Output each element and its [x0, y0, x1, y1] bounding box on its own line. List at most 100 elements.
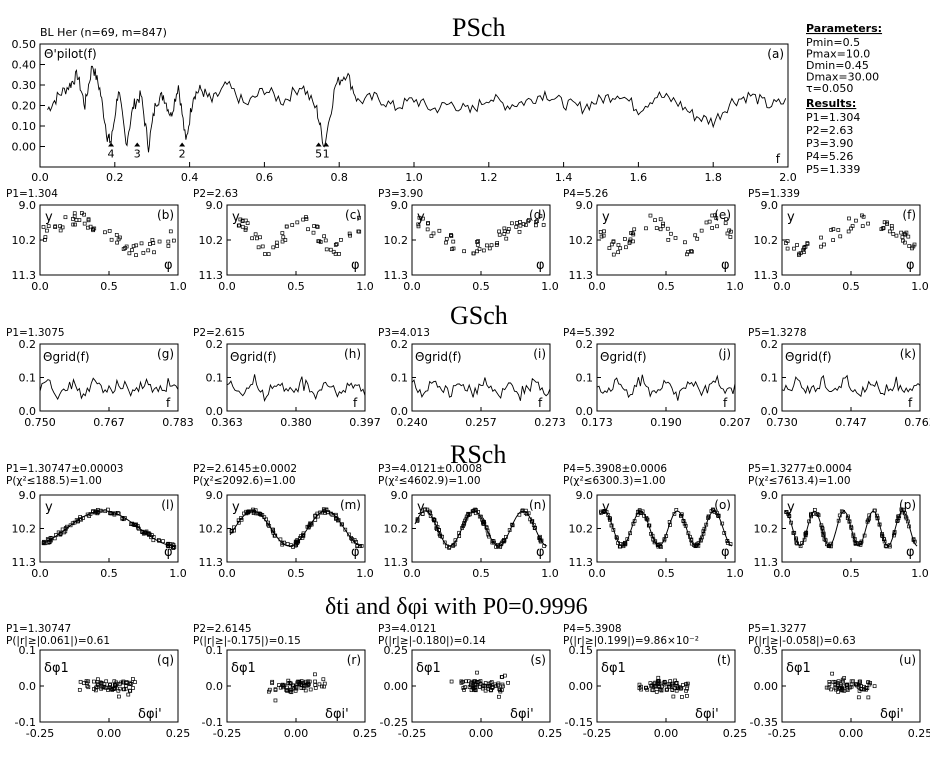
data-point: [134, 243, 139, 248]
x-tick-label: 0.380: [280, 416, 312, 429]
data-point: [501, 684, 505, 689]
y-tick-label: 0.00: [384, 680, 409, 693]
period-label: P3=4.013: [378, 327, 430, 339]
data-points: [449, 670, 510, 699]
x-tick-label: 0.190: [650, 416, 682, 429]
data-point: [894, 233, 899, 238]
data-point: [118, 682, 122, 686]
data-point: [267, 689, 271, 694]
period-marker-label: 3: [134, 148, 141, 161]
data-points: [267, 672, 327, 703]
data-point: [481, 684, 485, 689]
data-point: [357, 215, 361, 220]
results-heading: Results:: [806, 97, 856, 110]
data-point: [114, 682, 119, 686]
theta-grid-curve: [411, 377, 551, 401]
y-tick-label: 10.2: [199, 234, 224, 247]
data-point: [63, 526, 68, 531]
data-point: [520, 508, 525, 513]
panel-e: (e) P4=5.269.0 10.2 11.30.0 0.5 1.0 y φ: [563, 188, 744, 293]
x-tick-label: 0.00: [97, 727, 122, 740]
data-point: [637, 682, 642, 687]
data-point: [337, 252, 341, 256]
period-label: P1=1.30747±0.00003: [6, 463, 123, 475]
data-point: [504, 236, 509, 241]
data-point: [514, 225, 519, 229]
y-tick-label: 11.3: [384, 269, 409, 282]
data-point: [287, 687, 292, 692]
data-point: [693, 233, 698, 238]
prob-label: P(|r|≥|-0.180|)=0.14: [378, 635, 486, 647]
data-point: [826, 685, 831, 690]
delta-phi-symbol: δφ1: [231, 661, 256, 676]
x-tick-label: 0.8: [330, 171, 348, 184]
data-point: [602, 229, 606, 234]
parameters-heading: Parameters:: [806, 22, 882, 35]
prob-label: P(|r|≥|0.199|)=9.86×10⁻²: [563, 635, 699, 647]
fit-curve: [784, 510, 918, 547]
rsch-title: RSch: [450, 440, 506, 469]
phi-symbol: φ: [906, 258, 915, 273]
y-tick-label: 11.3: [12, 269, 37, 282]
data-point: [866, 695, 871, 700]
period-marker: [315, 142, 322, 147]
x-tick-label: 0.207: [719, 416, 751, 429]
x-tick-label: 0.0: [773, 567, 791, 580]
data-point: [857, 679, 862, 684]
data-point: [836, 689, 840, 694]
data-point: [795, 243, 799, 247]
y-tick-label: 0.25: [384, 644, 409, 657]
data-point: [471, 251, 476, 256]
y-symbol: y: [45, 210, 53, 225]
period-label: P3=4.0121±0.0008: [378, 463, 482, 475]
x-tick-label: 2.0: [779, 171, 797, 184]
data-point: [483, 681, 488, 685]
data-point: [616, 250, 621, 255]
y-tick-label: 0.2: [206, 338, 224, 351]
data-point: [139, 241, 144, 246]
data-point: [429, 234, 434, 238]
phi-symbol: φ: [721, 545, 730, 560]
x-tick-label: 0.0: [403, 567, 421, 580]
data-point: [321, 677, 326, 682]
data-point: [431, 231, 436, 236]
f-symbol: f: [723, 396, 728, 410]
data-point: [510, 221, 514, 226]
data-point: [903, 511, 907, 516]
data-point: [451, 239, 456, 244]
data-point: [506, 680, 510, 685]
data-point: [91, 227, 95, 232]
data-point: [166, 244, 171, 248]
y-tick-label: 0.50: [12, 38, 37, 51]
data-point: [437, 228, 442, 233]
y-tick-label: 0.10: [12, 120, 37, 133]
data-point: [471, 687, 476, 692]
result-item: P2=2.63: [806, 124, 853, 137]
fit-curve: [42, 510, 176, 547]
data-point: [666, 237, 671, 242]
plot-frame: [39, 43, 789, 168]
data-point: [86, 217, 91, 222]
data-point: [882, 539, 887, 544]
data-point: [464, 679, 468, 684]
data-point: [853, 682, 858, 687]
data-point: [836, 679, 841, 684]
data-point: [526, 219, 530, 224]
phi-symbol: φ: [906, 545, 915, 560]
data-point: [483, 688, 488, 693]
y-tick-label: 10.2: [569, 234, 594, 247]
x-tick-label: 0.363: [211, 416, 243, 429]
data-point: [134, 253, 138, 258]
f-symbol: f: [166, 396, 171, 410]
data-point: [469, 683, 474, 688]
x-tick-label: 0.783: [162, 416, 194, 429]
data-point: [295, 220, 300, 225]
data-point: [449, 679, 454, 684]
data-point: [671, 694, 676, 699]
data-point: [534, 223, 538, 228]
phi-symbol: φ: [721, 258, 730, 273]
panel-letter: (d): [529, 208, 546, 222]
x-tick-label: 0.273: [534, 416, 566, 429]
